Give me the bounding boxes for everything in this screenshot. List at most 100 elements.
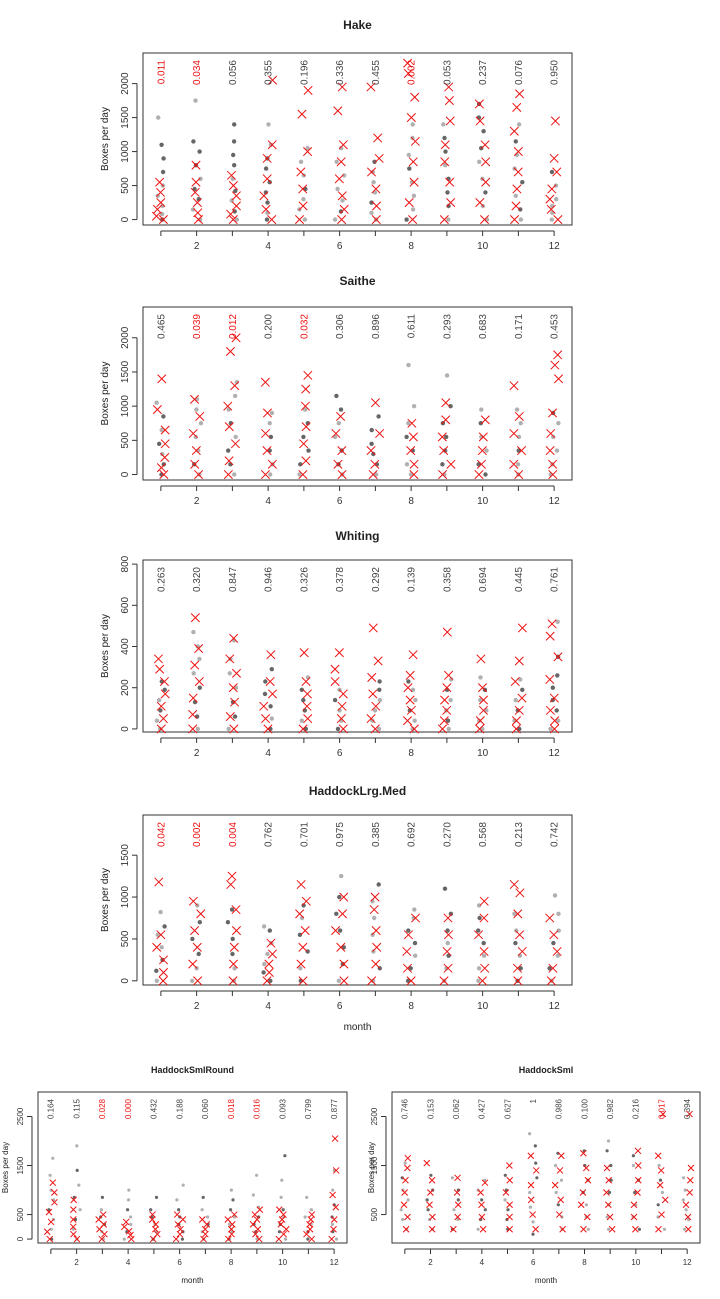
data-point-cross bbox=[267, 689, 278, 699]
data-point-cross bbox=[259, 701, 269, 711]
data-point-circle bbox=[483, 190, 488, 195]
data-point-cross bbox=[229, 633, 239, 643]
data-point-cross bbox=[153, 654, 164, 664]
data-point-circle bbox=[261, 924, 267, 929]
data-point-cross bbox=[298, 184, 308, 194]
data-point-cross bbox=[580, 1225, 587, 1233]
data-point-cross bbox=[224, 1216, 232, 1223]
data-point-circle bbox=[514, 928, 519, 933]
data-point-circle bbox=[477, 915, 482, 921]
data-point-cross bbox=[516, 446, 527, 456]
y-tick-label: 500 bbox=[370, 1207, 379, 1221]
data-point-circle bbox=[656, 1203, 660, 1207]
data-point-cross bbox=[368, 469, 378, 480]
data-point-cross bbox=[479, 896, 489, 906]
data-point-cross bbox=[686, 1176, 694, 1184]
data-point-cross bbox=[515, 888, 525, 898]
data-point-circle bbox=[261, 970, 266, 975]
data-point-cross bbox=[401, 1189, 409, 1196]
data-point-circle bbox=[376, 882, 381, 887]
data-point-cross bbox=[443, 913, 453, 923]
data-point-cross bbox=[337, 215, 347, 225]
x-tick-label: 2 bbox=[194, 496, 200, 507]
data-point-cross bbox=[302, 689, 312, 699]
panel-1: Saithe Boxes per day 0 500 1000 1500 2000 2 4 6 8 1… bbox=[100, 274, 573, 507]
data-point-cross bbox=[299, 439, 309, 449]
data-point-cross bbox=[332, 1167, 340, 1174]
data-point-circle bbox=[406, 152, 411, 158]
data-point-circle bbox=[268, 142, 274, 147]
data-point-circle bbox=[555, 619, 560, 624]
data-point-cross bbox=[191, 177, 201, 187]
data-point-cross bbox=[529, 1211, 537, 1218]
data-point-circle bbox=[197, 920, 202, 925]
data-point-cross bbox=[473, 930, 484, 940]
data-point-cross bbox=[479, 946, 489, 957]
y-tick-label: 800 bbox=[120, 555, 131, 572]
data-point-cross bbox=[442, 946, 452, 957]
data-point-circle bbox=[195, 726, 200, 732]
data-point-cross bbox=[230, 697, 240, 707]
data-point-circle bbox=[159, 142, 164, 147]
data-point-cross bbox=[339, 976, 349, 986]
data-point-circle bbox=[556, 928, 561, 933]
data-point-cross bbox=[506, 1176, 514, 1184]
month-annotation: 0.004 bbox=[228, 822, 239, 847]
data-point-cross bbox=[480, 963, 490, 973]
month-annotation: 0.093 bbox=[278, 1098, 287, 1119]
data-point-circle bbox=[194, 714, 200, 719]
data-point-cross bbox=[409, 469, 419, 480]
data-point-cross bbox=[371, 926, 381, 936]
data-point-cross bbox=[408, 215, 418, 225]
data-point-circle bbox=[553, 183, 559, 188]
y-tick-label: 1000 bbox=[120, 886, 131, 909]
chart-title: HaddockLrg.Med bbox=[309, 784, 406, 798]
x-tick-label: 6 bbox=[337, 496, 343, 507]
month-annotation: 0.694 bbox=[478, 567, 489, 592]
data-point-circle bbox=[372, 708, 378, 713]
data-point-circle bbox=[280, 1178, 284, 1182]
data-point-circle bbox=[410, 207, 416, 212]
data-point-circle bbox=[160, 957, 165, 963]
x-tick-label: 12 bbox=[683, 1258, 692, 1267]
data-point-cross bbox=[403, 930, 413, 940]
data-point-cross bbox=[296, 959, 306, 969]
data-point-circle bbox=[516, 122, 522, 127]
data-point-cross bbox=[339, 892, 349, 902]
data-point-cross bbox=[517, 623, 527, 633]
data-point-circle bbox=[299, 687, 304, 692]
data-point-circle bbox=[232, 714, 238, 719]
data-point-cross bbox=[657, 1167, 665, 1174]
month-annotation: 0.847 bbox=[228, 567, 239, 592]
data-point-circle bbox=[77, 1183, 81, 1187]
data-point-cross bbox=[515, 930, 525, 940]
month-annotation: 0.762 bbox=[264, 822, 275, 847]
data-point-circle bbox=[412, 907, 417, 912]
data-point-cross bbox=[337, 446, 347, 456]
data-point-cross bbox=[192, 198, 202, 208]
data-point-circle bbox=[426, 1208, 430, 1212]
data-point-cross bbox=[634, 1147, 642, 1155]
data-point-circle bbox=[302, 407, 308, 412]
month-annotation: 0.746 bbox=[401, 1098, 410, 1119]
data-point-cross bbox=[334, 648, 344, 658]
data-point-circle bbox=[503, 1198, 507, 1202]
data-point-cross bbox=[337, 469, 347, 480]
data-point-circle bbox=[197, 656, 202, 662]
y-tick-label: 0 bbox=[120, 978, 131, 984]
data-point-cross bbox=[99, 1211, 107, 1218]
data-point-cross bbox=[506, 1225, 513, 1233]
plot-frame bbox=[391, 1091, 701, 1244]
data-point-circle bbox=[269, 716, 274, 721]
data-point-circle bbox=[339, 873, 344, 879]
data-point-cross bbox=[231, 191, 241, 201]
data-point-circle bbox=[268, 472, 273, 477]
x-tick-label: 10 bbox=[477, 496, 489, 507]
plot-frame bbox=[142, 52, 573, 226]
data-point-circle bbox=[339, 146, 344, 151]
data-point-circle bbox=[301, 434, 306, 440]
data-point-cross bbox=[47, 1218, 55, 1226]
data-point-circle bbox=[518, 966, 523, 971]
data-point-cross bbox=[409, 177, 419, 187]
data-point-cross bbox=[479, 913, 489, 923]
